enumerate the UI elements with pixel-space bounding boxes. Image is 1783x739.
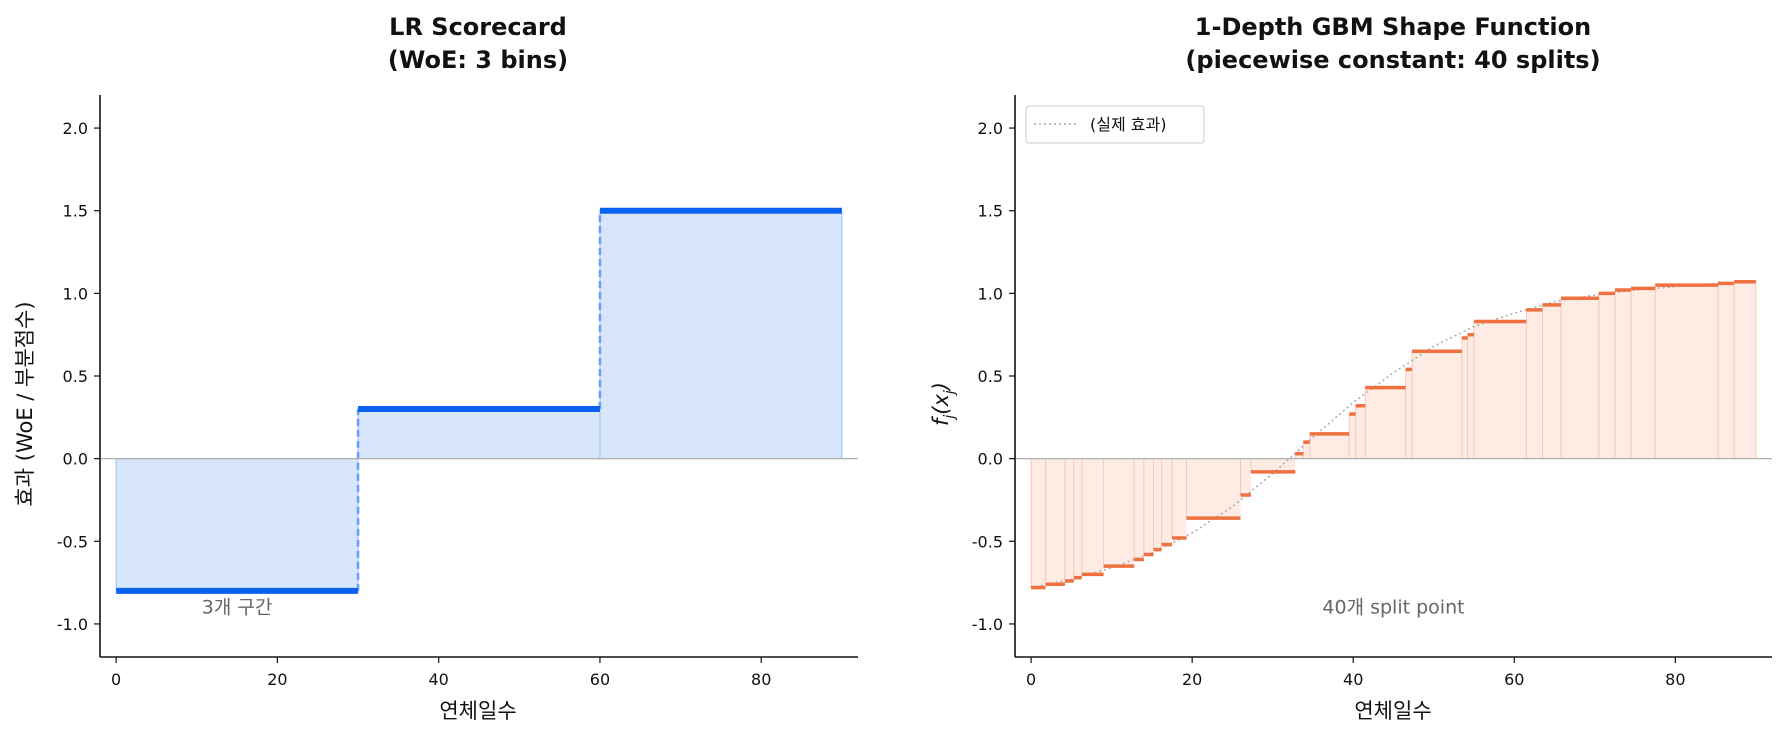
y-tick-label: 0.5 xyxy=(63,367,88,386)
segment-fill xyxy=(1734,281,1756,459)
y-tick-label: -0.5 xyxy=(972,532,1003,551)
x-tick-label: 40 xyxy=(1343,670,1363,689)
y-tick-label: -1.0 xyxy=(57,615,88,634)
x-axis-label: 연체일수 xyxy=(1354,699,1431,723)
segment-fills xyxy=(1031,281,1756,588)
y-tick-label: 0.5 xyxy=(978,367,1003,386)
segment-fill xyxy=(1240,458,1251,496)
legend-frame xyxy=(1025,105,1205,144)
x-ticks: 0 20 40 60 80 xyxy=(1026,657,1686,689)
legend-true-effect-label: (실제 효과) xyxy=(1090,115,1166,134)
segment-fill xyxy=(1186,458,1241,519)
y-tick-label: -1.0 xyxy=(972,615,1003,634)
x-ticks: 0 20 40 60 80 xyxy=(111,657,771,689)
segment-fill xyxy=(1134,458,1144,560)
y-tick-label: 1.0 xyxy=(63,284,88,303)
x-tick-label: 60 xyxy=(1504,670,1524,689)
legend: (실제 효과) xyxy=(1025,105,1205,144)
x-tick-label: 80 xyxy=(751,670,771,689)
segment-fill xyxy=(1526,309,1543,459)
segment-fill xyxy=(1250,458,1296,472)
segment-fill xyxy=(1561,298,1599,459)
panel-lr-scorecard: LR Scorecard (WoE: 3 bins) 0 20 40 60 80 -1.… xyxy=(13,13,858,723)
x-tick-label: 0 xyxy=(1026,670,1036,689)
chart-title-line-1: LR Scorecard xyxy=(389,13,567,41)
step-lines xyxy=(1031,280,1756,590)
segment-fill xyxy=(1542,304,1562,459)
segment-fill xyxy=(1355,405,1366,459)
segment-fill xyxy=(1143,458,1154,555)
y-tick-label: 0.0 xyxy=(978,450,1003,469)
segment-fill xyxy=(1598,293,1615,459)
panel-gbm-shape: 1-Depth GBM Shape Function (piecewise co… xyxy=(929,13,1772,723)
segment-fill xyxy=(1161,458,1173,545)
bin-dividers xyxy=(356,210,602,591)
segment-fill xyxy=(1718,283,1735,459)
x-tick-label: 20 xyxy=(267,670,287,689)
segment-fill xyxy=(1073,458,1082,578)
annotation: 40개 split point xyxy=(1322,596,1464,618)
segment-fill xyxy=(1103,458,1135,567)
y-ticks: -1.0 -0.5 0.0 0.5 1.0 1.5 2.0 xyxy=(57,119,100,634)
bin-fill xyxy=(115,458,359,592)
x-tick-label: 60 xyxy=(590,670,610,689)
segment-fill xyxy=(1031,458,1046,588)
segment-fill xyxy=(1064,458,1074,581)
segment-fill xyxy=(1631,288,1656,459)
segment-fill xyxy=(1461,337,1468,459)
x-tick-label: 80 xyxy=(1665,670,1685,689)
segment-fill xyxy=(1172,458,1187,538)
segment-fill xyxy=(1365,387,1406,459)
segment-fill xyxy=(1309,433,1350,459)
y-tick-label: 1.5 xyxy=(978,202,1003,221)
chart-title-line-1: 1-Depth GBM Shape Function xyxy=(1195,13,1591,41)
x-tick-label: 0 xyxy=(111,670,121,689)
bin-fill xyxy=(357,408,601,460)
segment-fill xyxy=(1153,458,1162,550)
segment-fill xyxy=(1349,414,1356,459)
segment-fill xyxy=(1295,453,1304,459)
y-axis-label: fj(xj) xyxy=(929,382,958,426)
segment-fill xyxy=(1614,290,1632,459)
y-ticks: -1.0 -0.5 0.0 0.5 1.0 1.5 2.0 xyxy=(972,119,1015,634)
x-tick-label: 20 xyxy=(1182,670,1202,689)
y-tick-label: 2.0 xyxy=(978,119,1003,138)
bin-fills xyxy=(115,210,843,592)
y-tick-label: 1.0 xyxy=(978,284,1003,303)
y-tick-label: -0.5 xyxy=(57,532,88,551)
segment-fill xyxy=(1081,458,1104,575)
y-tick-label: 2.0 xyxy=(63,119,88,138)
y-tick-label: 1.5 xyxy=(63,202,88,221)
y-axis-label: 효과 (WoE / 부분점수) xyxy=(13,301,37,506)
segment-fill xyxy=(1412,351,1462,459)
segment-fill xyxy=(1303,442,1310,459)
chart-title-line-2: (piecewise constant: 40 splits) xyxy=(1185,46,1600,74)
x-tick-label: 40 xyxy=(429,670,449,689)
segment-fill xyxy=(1405,369,1413,459)
segment-fill xyxy=(1467,334,1475,459)
chart-title-line-2: (WoE: 3 bins) xyxy=(388,46,568,74)
x-axis-label: 연체일수 xyxy=(439,699,516,723)
bin-fill xyxy=(599,210,843,460)
segment-fill xyxy=(1045,458,1065,585)
step-lines xyxy=(116,207,842,594)
segment-fill xyxy=(1474,321,1527,459)
annotation: 3개 구간 xyxy=(202,596,273,618)
split-lines xyxy=(1030,281,1757,588)
y-tick-label: 0.0 xyxy=(63,450,88,469)
segment-fill xyxy=(1655,285,1719,459)
